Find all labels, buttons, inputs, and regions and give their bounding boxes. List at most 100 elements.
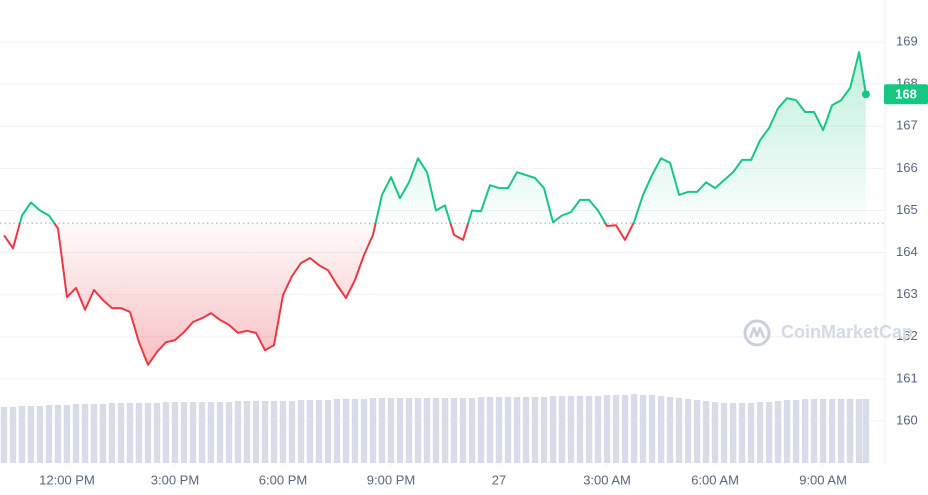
volume-bar — [36, 406, 44, 463]
volume-bar — [243, 401, 251, 463]
volume-bar — [198, 402, 206, 463]
volume-bar — [342, 399, 350, 463]
volume-bar — [225, 402, 233, 463]
volume-bar — [315, 400, 323, 463]
volume-bar — [862, 399, 870, 463]
volume-bar — [612, 395, 620, 463]
volume-bar — [576, 396, 584, 463]
volume-bar — [369, 398, 377, 463]
volume-bar — [72, 404, 80, 463]
price-badge-label: 168 — [895, 87, 917, 102]
volume-bar — [180, 402, 188, 463]
price-badge — [884, 84, 928, 105]
y-tick-label: 169 — [896, 34, 918, 49]
watermark-text: CoinMarketCap — [781, 322, 913, 342]
volume-bar — [603, 395, 611, 463]
volume-bar — [108, 403, 116, 463]
volume-bar — [702, 401, 710, 463]
volume-bar — [333, 399, 341, 463]
volume-bar — [765, 402, 773, 463]
price-line — [3, 51, 867, 366]
volume-bar — [666, 397, 674, 463]
y-tick-label: 162 — [896, 328, 918, 343]
volume-bar — [846, 399, 854, 463]
volume-bar — [288, 401, 296, 463]
volume-bar — [171, 402, 179, 463]
volume-bar — [711, 402, 719, 463]
volume-bar — [126, 403, 134, 463]
volume-bar — [621, 395, 629, 463]
volume-bar — [360, 399, 368, 463]
volume-bar — [504, 397, 512, 463]
y-tick-label: 165 — [896, 202, 918, 217]
volume-bar — [405, 398, 413, 463]
volume-bar — [450, 398, 458, 463]
volume-bar — [720, 403, 728, 463]
volume-bar — [747, 403, 755, 463]
volume-bar — [279, 401, 287, 463]
volume-bar — [792, 400, 800, 463]
volume-bar — [657, 396, 665, 463]
volume-bar — [378, 398, 386, 463]
volume-bar — [639, 395, 647, 463]
volume-bar — [234, 401, 242, 463]
volume-bar — [819, 399, 827, 463]
x-tick-label: 3:00 AM — [583, 472, 631, 487]
volume-bar — [261, 401, 269, 463]
volume-bar — [270, 401, 278, 463]
volume-bar — [18, 406, 26, 463]
volume-bar — [675, 398, 683, 463]
volume-bar — [567, 396, 575, 463]
volume-bar — [252, 401, 260, 463]
y-tick-label: 167 — [896, 118, 918, 133]
volume-bar — [45, 405, 53, 463]
volume-bar — [630, 394, 638, 463]
volume-bar — [585, 396, 593, 463]
volume-bar — [837, 399, 845, 463]
volume-bar — [828, 399, 836, 463]
volume-bar — [216, 402, 224, 463]
volume-bar — [324, 400, 332, 463]
volume-bar — [486, 397, 494, 463]
volume-bar — [756, 402, 764, 463]
x-tick-label: 27 — [492, 472, 506, 487]
volume-bar — [117, 403, 125, 463]
volume-bar — [522, 397, 530, 463]
volume-bar — [531, 397, 539, 463]
volume-bar — [684, 399, 692, 463]
volume-bar — [648, 395, 656, 463]
volume-bar — [468, 398, 476, 463]
volume-bar — [729, 403, 737, 463]
volume-bar — [99, 404, 107, 463]
volume-bar — [189, 402, 197, 463]
volume-bar — [90, 404, 98, 463]
volume-bar — [477, 397, 485, 463]
x-tick-label: 6:00 PM — [259, 472, 307, 487]
volume-bar — [153, 403, 161, 463]
volume-bar — [738, 403, 746, 463]
volume-bar — [594, 396, 602, 463]
volume-bar — [801, 399, 809, 463]
volume-bar — [297, 400, 305, 463]
last-point — [861, 90, 870, 99]
volume-bar — [0, 407, 8, 463]
y-tick-label: 164 — [896, 244, 918, 259]
volume-bar — [432, 398, 440, 463]
x-tick-label: 12:00 PM — [39, 472, 95, 487]
volume-bar — [513, 397, 521, 463]
y-tick-label: 160 — [896, 412, 918, 427]
volume-bar — [396, 398, 404, 463]
volume-bar — [54, 405, 62, 463]
x-tick-label: 9:00 PM — [367, 472, 415, 487]
volume-bar — [414, 398, 422, 463]
volume-bar — [63, 405, 71, 463]
volume-bar — [135, 403, 143, 463]
volume-bar — [495, 397, 503, 463]
volume-bar — [540, 397, 548, 463]
volume-bar — [387, 398, 395, 463]
volume-bar — [9, 407, 17, 463]
volume-bar — [351, 399, 359, 463]
volume-bar — [783, 400, 791, 463]
